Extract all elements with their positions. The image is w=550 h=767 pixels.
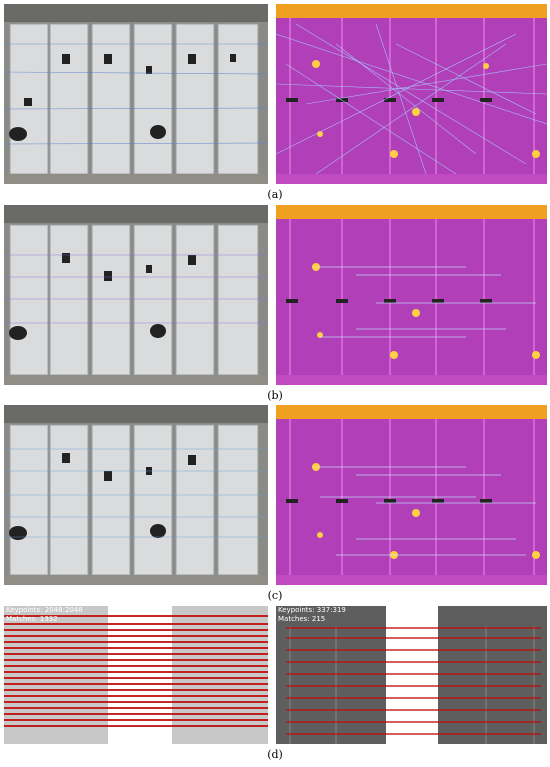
row-a-thermal-image: [276, 4, 547, 184]
caption-d: (d): [267, 748, 283, 761]
row-b-thermal-image: [276, 205, 547, 385]
row-a-visible-image: [4, 4, 268, 184]
row-d-left-matches-image: Keypoints: 2048:2048 Matches: 1332: [4, 606, 268, 744]
row-d-right-matches-image: Keypoints: 337:319 Matches: 215: [276, 606, 547, 744]
left-matches-label: Matches: 1332: [6, 615, 58, 623]
row-b-visible-image: [4, 205, 268, 385]
caption-c: (c): [267, 589, 283, 602]
row-c-visible-image: [4, 405, 268, 585]
left-keypoints-label: Keypoints: 2048:2048: [6, 606, 83, 614]
caption-a: (a): [267, 188, 283, 201]
caption-b: (b): [267, 389, 283, 402]
row-c-thermal-image: [276, 405, 547, 585]
right-matches-label: Matches: 215: [278, 615, 326, 623]
right-keypoints-label: Keypoints: 337:319: [278, 606, 346, 614]
